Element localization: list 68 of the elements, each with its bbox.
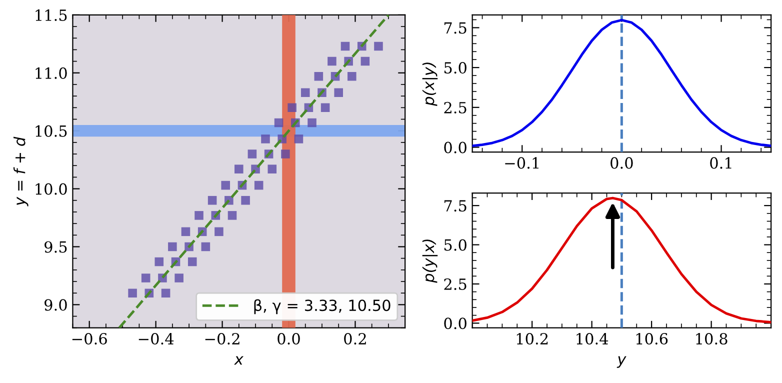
x-tick-label: 0.2 [344, 332, 366, 345]
x-tick-label: −0.2 [205, 332, 240, 345]
point [168, 242, 177, 252]
x-tick-label: −0.1 [505, 157, 538, 169]
line-series [472, 196, 772, 324]
y-tick-label: 2.5 [444, 102, 466, 114]
point [181, 227, 190, 236]
point [254, 180, 264, 190]
point [201, 242, 210, 252]
point [374, 42, 383, 51]
point [234, 164, 244, 174]
y-axis-title: p(y|x) [422, 240, 438, 283]
y-tick-label: 5.0 [444, 62, 466, 74]
y-axis-title: y = f + d [14, 136, 28, 206]
x-tick-label: 10.8 [696, 332, 728, 345]
point [348, 72, 356, 81]
y-axis-title: p(x|y) [422, 62, 438, 106]
x-tick-label: −0.4 [138, 332, 174, 345]
point [214, 227, 224, 236]
point [261, 134, 270, 144]
y-tick-label: 11.5 [36, 9, 67, 21]
point [194, 211, 204, 220]
x-tick-label: −0.6 [72, 332, 107, 345]
y-tick-label: 11.0 [36, 67, 67, 79]
y-tick-label: 5.0 [444, 239, 466, 251]
point [320, 103, 330, 112]
line-series [472, 18, 772, 148]
point [228, 211, 237, 220]
x-tick-label: 0.0 [278, 332, 300, 345]
point [161, 288, 170, 298]
point [334, 88, 343, 97]
x-tick-label: 10.4 [576, 332, 608, 345]
point [308, 118, 316, 128]
point [154, 257, 164, 266]
point [294, 134, 304, 144]
point [208, 196, 217, 205]
y-tick-label: 7.5 [444, 22, 466, 34]
legend-label: β, γ = 3.33, 10.50 [254, 299, 390, 314]
y-tick-label: 0.0 [444, 142, 466, 154]
y-tick-label: 7.5 [444, 200, 466, 212]
point [314, 72, 324, 81]
point [128, 288, 137, 298]
point [174, 274, 184, 282]
point [221, 180, 230, 190]
x-tick-label: 10.2 [516, 332, 548, 345]
x-axis-title: y [616, 356, 626, 368]
x-axis-title: x [234, 356, 244, 365]
point [188, 257, 197, 266]
point [340, 42, 350, 51]
y-tick-label: 10.0 [36, 183, 67, 195]
y-tick-label: 9.5 [44, 241, 67, 253]
point [241, 196, 250, 205]
y-tick-label: 9.0 [44, 299, 67, 311]
point [141, 274, 150, 282]
y-tick-label: 0.0 [444, 318, 466, 330]
point [300, 88, 310, 97]
point [328, 56, 336, 66]
point [281, 150, 290, 158]
x-tick-label: 0.1 [710, 157, 732, 169]
x-tick-label: 10.6 [636, 332, 668, 345]
y-tick-label: 2.5 [444, 278, 466, 290]
point [288, 103, 296, 112]
point [274, 118, 284, 128]
point [268, 164, 277, 174]
y-tick-label: 10.5 [36, 125, 67, 137]
point [360, 56, 370, 66]
point [248, 150, 257, 158]
x-tick-label: 0.0 [610, 157, 633, 169]
